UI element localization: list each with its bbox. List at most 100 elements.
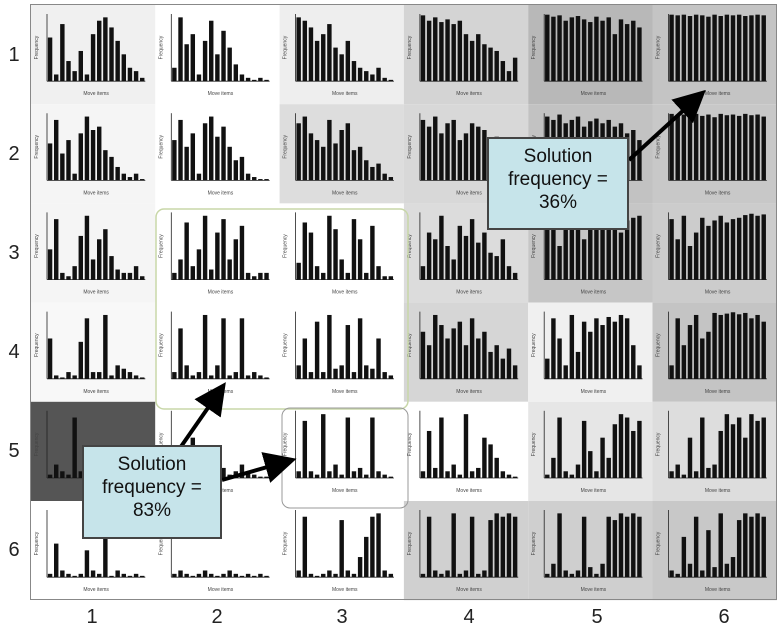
histogram-bar xyxy=(433,467,438,478)
histogram-bar xyxy=(239,156,245,181)
panel-ylabel: Frequency xyxy=(34,531,40,555)
panel-ylabel: Frequency xyxy=(407,333,413,357)
histogram-bar xyxy=(420,119,426,181)
histogram-bar xyxy=(84,74,90,82)
histogram-bar xyxy=(133,71,139,82)
callout-top-right-line-3: 36% xyxy=(538,192,578,213)
histogram-bar xyxy=(339,54,344,82)
panel-xlabel: Move items xyxy=(332,488,358,494)
panel-xlabel: Move items xyxy=(208,290,234,296)
row-label-6: 6 xyxy=(8,539,20,561)
panel-ylabel: Frequency xyxy=(407,35,413,59)
histogram-bar xyxy=(687,325,693,379)
histogram-bar xyxy=(463,235,469,280)
histogram-bar xyxy=(351,573,357,578)
histogram-bar xyxy=(736,217,742,280)
panel-xlabel: Move items xyxy=(332,290,358,296)
histogram-bar xyxy=(227,259,232,280)
histogram-bar xyxy=(624,24,630,82)
histogram-bar xyxy=(178,259,183,280)
histogram-bar xyxy=(718,513,723,578)
histogram-bar xyxy=(761,116,766,181)
histogram-bar xyxy=(252,575,257,578)
histogram-bar xyxy=(209,20,214,82)
histogram-bar xyxy=(252,372,257,379)
histogram-panel-r1-c6: Frequency Move items xyxy=(652,5,777,105)
histogram-bar xyxy=(426,232,432,280)
histogram-bar xyxy=(296,262,301,280)
histogram-bar xyxy=(724,222,730,280)
col-label-1: 1 xyxy=(86,606,98,628)
histogram-bar xyxy=(133,375,139,379)
histogram-bar xyxy=(190,34,196,82)
histogram-bar xyxy=(327,570,332,578)
histogram-bar xyxy=(47,338,53,379)
histogram-bar xyxy=(569,314,575,379)
col-label-6: 6 xyxy=(718,606,730,628)
histogram-bar xyxy=(675,115,680,181)
histogram-bar xyxy=(78,341,84,379)
histogram-bar xyxy=(382,372,387,379)
histogram-bar xyxy=(724,115,730,181)
histogram-bar xyxy=(364,474,369,478)
histogram-bar xyxy=(314,474,320,478)
histogram-panel-r2-c1: Frequency Move items xyxy=(31,104,156,204)
histogram-bar xyxy=(482,130,487,181)
histogram-bar xyxy=(109,156,114,181)
histogram-bar xyxy=(743,437,748,478)
histogram-bar xyxy=(706,225,711,280)
histogram-bar xyxy=(457,225,463,280)
histogram-panel-r6-c5: Frequency Move items xyxy=(528,501,653,601)
histogram-bar xyxy=(66,61,71,82)
histogram-bar xyxy=(103,150,108,181)
panel-xlabel: Move items xyxy=(208,389,234,395)
histogram-bar xyxy=(264,575,269,578)
histogram-bar xyxy=(476,467,481,478)
histogram-bar xyxy=(115,166,120,181)
histogram-bar xyxy=(749,516,754,578)
panel-ylabel: Frequency xyxy=(283,531,289,555)
histogram-bar xyxy=(327,24,332,82)
histogram-panel-r5-c4: Frequency Move items xyxy=(403,401,529,501)
histogram-bar xyxy=(333,143,338,181)
histogram-bar xyxy=(333,47,338,82)
histogram-bar xyxy=(681,474,687,478)
histogram-bar xyxy=(606,222,611,280)
histogram-bar xyxy=(302,516,308,578)
histogram-bar xyxy=(594,225,599,280)
histogram-bar xyxy=(551,222,556,280)
panel-ylabel: Frequency xyxy=(158,432,164,456)
panel-ylabel: Frequency xyxy=(34,234,40,258)
histogram-bar xyxy=(78,50,84,82)
histogram-bar xyxy=(420,471,426,478)
histogram-panel-r3-c2: Frequency Move items xyxy=(155,203,280,303)
histogram-bar xyxy=(637,516,642,578)
histogram-bar xyxy=(78,471,84,478)
histogram-bar xyxy=(376,266,381,280)
histogram-bar xyxy=(445,19,450,82)
histogram-bar xyxy=(345,123,351,181)
histogram-bar xyxy=(482,232,487,280)
histogram-bar xyxy=(439,325,444,379)
panel-ylabel: Frequency xyxy=(34,134,40,158)
panel-ylabel: Frequency xyxy=(34,432,40,456)
panel-xlabel: Move items xyxy=(332,587,358,593)
histogram-bar xyxy=(351,150,357,181)
row-label-5: 5 xyxy=(8,440,20,462)
histogram-bar xyxy=(264,476,269,478)
histogram-bar xyxy=(712,464,717,478)
histogram-bar xyxy=(439,133,444,181)
histogram-bar xyxy=(445,471,450,478)
histogram-bar xyxy=(488,520,493,578)
histogram-bar xyxy=(575,351,581,379)
histogram-bar xyxy=(494,50,499,82)
histogram-bar xyxy=(333,368,338,379)
histogram-bar xyxy=(239,318,245,379)
histogram-bar xyxy=(612,321,618,379)
histogram-bar xyxy=(624,417,630,478)
histogram-bar xyxy=(755,14,760,82)
histogram-bar xyxy=(637,365,642,379)
histogram-bar xyxy=(469,318,475,379)
histogram-bar xyxy=(718,113,723,181)
